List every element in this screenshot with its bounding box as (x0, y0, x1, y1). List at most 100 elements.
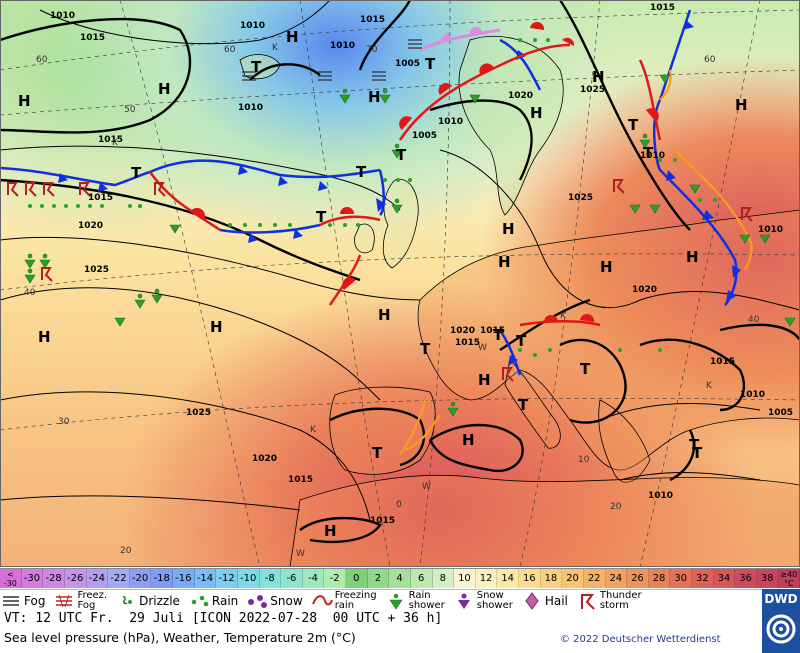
scale-cell: 8 (432, 569, 455, 588)
isobar-label: 1025 (84, 265, 109, 275)
legend-label-top: Rain (408, 589, 431, 601)
freezing-fog-icon (53, 592, 75, 610)
high-pressure-center: H (735, 96, 748, 114)
legend-label-bottom: Fog (77, 599, 96, 611)
low-pressure-center: T (516, 332, 527, 350)
low-pressure-center: T (692, 444, 703, 462)
isobar-label: 1020 (508, 91, 533, 101)
legend-item: Snow shower (453, 589, 513, 611)
scale-cell: -16 (173, 569, 195, 588)
scale-high-end-top: ≥40 (780, 569, 798, 579)
low-pressure-center: T (356, 163, 367, 181)
isobar-label: 1010 (438, 117, 463, 127)
isobars-thin (0, 0, 800, 521)
graticule (0, 0, 800, 567)
map-subtitle: Sea level pressure (hPa), Weather, Tempe… (4, 630, 356, 645)
legend-label-bottom: storm (599, 599, 629, 611)
low-pressure-center: T (372, 444, 383, 462)
isobar-label: 1005 (768, 408, 793, 418)
legend-label-bottom: rain (334, 599, 355, 611)
low-pressure-center: T (493, 326, 504, 344)
map-annotation: 70 (366, 45, 378, 55)
dwd-logo: DWD (762, 589, 800, 653)
map-annotation: 60 (36, 55, 48, 65)
scale-cell: -14 (194, 569, 217, 588)
isobar-label: 1005 (412, 131, 437, 141)
scale-cell: -22 (108, 569, 130, 588)
high-pressure-center: H (502, 220, 515, 238)
scale-cell: 14 (497, 569, 519, 588)
legend-label: Freezing rain (334, 590, 377, 611)
map-annotation: 50 (124, 105, 136, 115)
map-annotation: K (310, 425, 317, 435)
legend-item: Rain shower (385, 589, 445, 611)
scale-cell: -20 (129, 569, 152, 588)
isobar-label: 1020 (252, 454, 277, 464)
map-annotation: 10 (578, 455, 590, 465)
thunderstorm-symbols (7, 179, 753, 382)
scale-cell: 20 (562, 569, 584, 588)
rain-shower-icon (385, 592, 407, 610)
scale-cell: -2 (324, 569, 346, 588)
scale-cell: -18 (151, 569, 173, 588)
map-annotation: 40 (748, 315, 760, 325)
high-pressure-center: H (592, 68, 605, 86)
high-pressure-center: H (368, 88, 381, 106)
map-annotation: 60 (704, 55, 716, 65)
rain-icon (188, 592, 210, 610)
scale-cell: 16 (519, 569, 541, 588)
legend-label: Rain (211, 593, 239, 608)
isobar-label: 1015 (288, 475, 313, 485)
warm-front-semicircles (190, 21, 659, 322)
map-annotation: K (272, 43, 279, 53)
legend-label: Snow shower (476, 589, 513, 611)
map-annotation: 30 (58, 417, 70, 427)
isobar-label: 1025 (568, 193, 593, 203)
map-annotation: W (422, 482, 431, 492)
legend-label-bottom: shower (408, 599, 445, 611)
isobar-label: 1010 (330, 41, 355, 51)
scale-cell: 18 (540, 569, 563, 588)
isobar-label: 1015 (370, 516, 395, 526)
legend-label: Drizzle (139, 593, 180, 608)
scale-cell: -26 (64, 569, 87, 588)
scale-cell: 26 (627, 569, 649, 588)
isobar-label: 1015 (480, 326, 505, 336)
high-pressure-center: H (498, 253, 511, 271)
legend-label-top: Snow (476, 589, 504, 601)
high-pressure-center: H (462, 431, 475, 449)
legend-item: Freezing rain (311, 590, 377, 611)
high-pressure-center: H (378, 306, 391, 324)
scale-cell: 0 (346, 569, 368, 588)
isobar-label: 1020 (450, 326, 475, 336)
copyright: © 2022 Deutscher Wetterdienst (560, 634, 721, 645)
map-annotation: K (560, 311, 567, 321)
legend-item: Rain (188, 592, 238, 610)
isobar-label: 1010 (640, 151, 665, 161)
map-annotation: 20 (120, 546, 132, 556)
dwd-spiral-icon (766, 614, 796, 644)
scale-cell: 34 (713, 569, 736, 588)
isobar-label: 1010 (238, 103, 263, 113)
map-annotation: 60 (224, 45, 236, 55)
legend-label-top: Freez. (77, 589, 108, 601)
low-pressure-center: T (518, 396, 529, 414)
legend-label: Rain shower (408, 589, 445, 611)
scale-cell: 24 (605, 569, 628, 588)
fog-icon (0, 592, 22, 610)
isobar-label: 1015 (98, 135, 123, 145)
legend-label: Hail (544, 593, 568, 608)
isobar-label: 1010 (740, 390, 765, 400)
scale-cell: -28 (43, 569, 65, 588)
isobar-label: 1020 (78, 221, 103, 231)
isobar-label: 1015 (80, 33, 105, 43)
scale-cell: 2 (367, 569, 390, 588)
legend-item: Freez. Fog (53, 589, 108, 611)
map-annotation: 0 (396, 500, 402, 510)
scale-cell: 38 (756, 569, 779, 588)
snow-icon (246, 592, 268, 610)
low-pressure-center: T (131, 164, 142, 182)
isobar-label: 1015 (360, 15, 385, 25)
rain-dots (28, 38, 717, 357)
